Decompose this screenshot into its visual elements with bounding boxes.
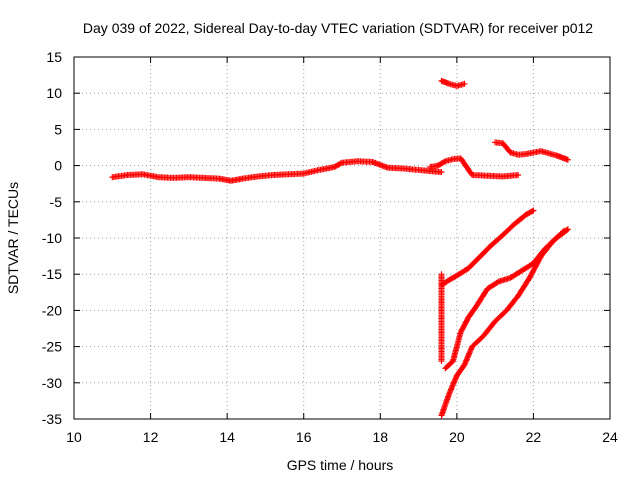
plus-markers	[438, 271, 445, 365]
y-tick-label: -10	[42, 230, 62, 246]
x-tick-label: 24	[602, 429, 618, 445]
data-marks	[109, 77, 571, 419]
y-tick-label: 5	[54, 121, 62, 137]
series-lower-track	[427, 155, 522, 180]
series-main-track	[109, 158, 445, 184]
x-tick-label: 18	[372, 429, 388, 445]
plus-markers	[438, 77, 468, 89]
y-tick-label: 0	[54, 158, 62, 174]
series-rising-arc-b	[442, 226, 571, 372]
x-tick-label: 14	[219, 429, 235, 445]
axis-ticks: 10 12 14 16 18 20 22 24 15 10 5 0 -5 -10 -15 -20 -25 -30 -…	[42, 49, 618, 445]
x-tick-label: 20	[449, 429, 465, 445]
series-rising-arc-c	[438, 227, 568, 419]
y-tick-label: 10	[46, 85, 62, 101]
plus-markers	[438, 207, 537, 289]
plot-frame	[73, 56, 611, 420]
y-tick-label: 15	[46, 49, 62, 65]
y-tick-label: -15	[42, 266, 62, 282]
y-tick-label: -20	[42, 302, 62, 318]
y-tick-label: -35	[42, 411, 62, 427]
plus-markers	[427, 155, 522, 180]
x-axis-label: GPS time / hours	[287, 457, 394, 473]
y-tick-label: -5	[50, 194, 63, 210]
series-rising-arc-a	[438, 207, 537, 289]
series-high-arc	[438, 77, 468, 89]
chart-title: Day 039 of 2022, Sidereal Day-to-day VTE…	[83, 20, 593, 36]
plus-markers	[109, 158, 445, 184]
series-upper-right-track	[492, 139, 571, 163]
grid-lines	[74, 57, 610, 419]
plus-markers	[438, 227, 568, 419]
x-tick-label: 12	[143, 429, 159, 445]
plus-markers	[442, 226, 571, 372]
x-tick-label: 10	[66, 429, 82, 445]
series-isolated-points	[438, 271, 445, 365]
plus-markers	[492, 139, 571, 163]
y-tick-label: -30	[42, 375, 62, 391]
x-tick-label: 16	[296, 429, 312, 445]
x-tick-label: 22	[526, 429, 542, 445]
y-axis-label: SDTVAR / TECUs	[5, 182, 21, 294]
y-tick-label: -25	[42, 339, 62, 355]
